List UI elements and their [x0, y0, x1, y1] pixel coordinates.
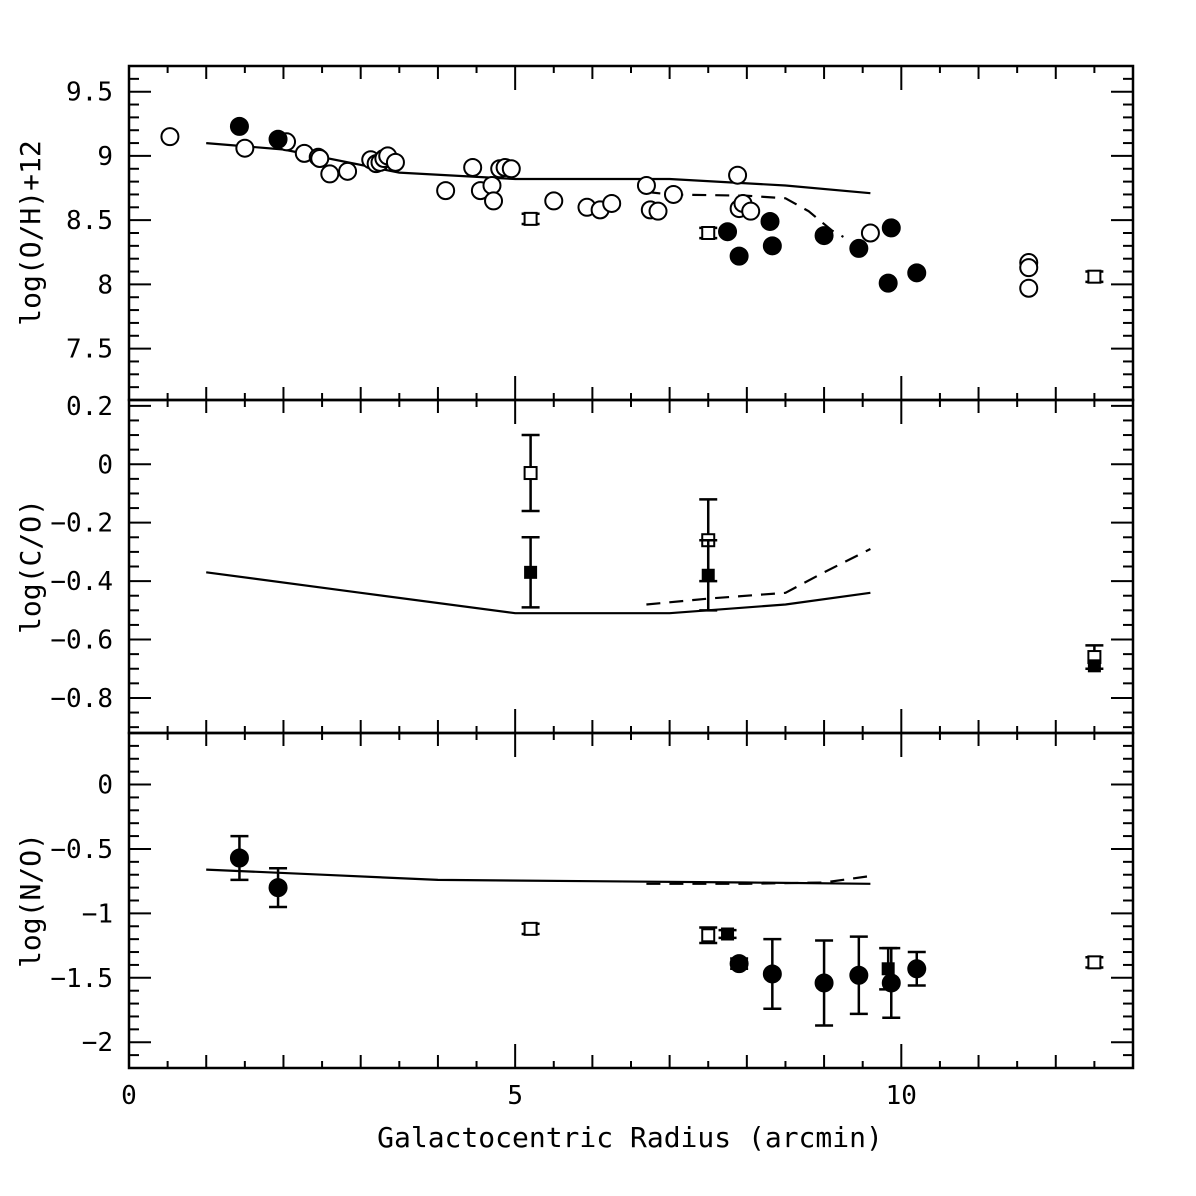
y-tick-label: 8.5 [66, 206, 113, 236]
data-point-filled-square [701, 568, 715, 582]
data-point-open-square [523, 211, 538, 226]
data-point-filled-circle [268, 129, 288, 149]
data-point-filled-circle [229, 848, 249, 868]
data-point-open-square [523, 921, 538, 936]
data-point-open-square [701, 226, 716, 240]
panel-frame [127, 64, 1135, 402]
data-point-filled-circle [907, 959, 927, 979]
data-point-open-circle [385, 152, 405, 172]
data-point-open-circle [728, 165, 748, 185]
data-point-filled-circle [881, 218, 901, 238]
model-curve-solid [206, 868, 871, 885]
y-tick-label: −0.2 [50, 509, 113, 539]
x-tick-label: 5 [507, 1081, 523, 1111]
y-axis-title: log(C/O) [14, 499, 47, 634]
model-curve-solid [206, 571, 871, 615]
data-point-filled-circle [760, 211, 780, 231]
data-point-filled-square [524, 565, 538, 579]
data-point-open-square [701, 928, 716, 943]
y-tick-label: −0.8 [50, 684, 113, 714]
data-point-open-circle [482, 175, 502, 195]
x-tick-label: 10 [886, 1081, 917, 1111]
y-tick-label: −0.4 [50, 567, 113, 597]
data-point-open-circle [235, 138, 255, 158]
y-tick-label: −1 [82, 899, 113, 929]
y-tick-label: 9.5 [66, 78, 113, 108]
x-axis: 0 5 10 [121, 1081, 917, 1111]
data-point-filled-circle [814, 973, 834, 993]
data-point-filled-square [881, 962, 895, 976]
data-point-filled-square [721, 927, 735, 941]
data-point-open-circle [338, 161, 358, 181]
data-point-open-circle [484, 191, 504, 211]
model-curve-dashed [646, 548, 871, 606]
panel-frame [127, 398, 1135, 735]
panels-layer: 7.5 8 8.5 9 9.5 log(O/H)+12 −0.8 −0.6 −0.4 −0.2 0 0… [14, 64, 1135, 1070]
data-point-open-circle [544, 191, 564, 211]
panel-co: −0.8 −0.6 −0.4 −0.2 0 0.2 log(C/O) [14, 392, 1135, 735]
data-point-filled-circle [729, 954, 749, 974]
data-point-filled-circle [762, 964, 782, 984]
data-point-open-circle [1019, 258, 1039, 278]
data-point-filled-circle [849, 238, 869, 258]
data-point-filled-circle [878, 273, 898, 293]
y-tick-label: 7.5 [66, 335, 113, 365]
data-point-open-circle [741, 201, 761, 221]
data-point-open-circle [602, 193, 622, 213]
data-point-open-circle [436, 181, 456, 201]
data-point-open-circle [463, 157, 483, 177]
y-tick-label: 9 [97, 142, 113, 172]
data-point-filled-circle [229, 116, 249, 136]
data-point-open-circle [860, 223, 880, 243]
data-point-filled-circle [849, 965, 869, 985]
data-point-open-square [523, 466, 538, 481]
data-point-open-square [1087, 955, 1102, 970]
y-tick-label: 0 [97, 450, 113, 480]
data-point-filled-circle [762, 236, 782, 256]
y-axis-title: log(O/H)+12 [14, 140, 47, 325]
y-tick-label: 0 [97, 771, 113, 801]
model-curve-dashed [646, 874, 871, 885]
data-point-filled-circle [268, 878, 288, 898]
data-point-open-circle [160, 127, 180, 147]
data-point-filled-circle [907, 263, 927, 283]
data-point-open-circle [501, 159, 521, 179]
panel-no: −2 −1.5 −1 −0.5 0 log(N/O) [14, 731, 1135, 1070]
data-point-open-square [1087, 269, 1102, 284]
data-point-filled-circle [729, 246, 749, 266]
y-tick-label: −0.6 [50, 626, 113, 656]
x-tick-label: 0 [121, 1081, 137, 1111]
data-point-filled-square [1087, 659, 1101, 673]
data-point-open-circle [320, 164, 340, 184]
y-tick-label: −0.5 [50, 835, 113, 865]
data-point-open-circle [663, 184, 683, 204]
data-point-open-circle [648, 201, 668, 221]
y-tick-label: −2 [82, 1028, 113, 1058]
data-point-open-circle [1019, 278, 1039, 298]
y-tick-label: −1.5 [50, 964, 113, 994]
y-axis-title: log(N/O) [14, 833, 47, 968]
x-axis-title: Galactocentric Radius (arcmin) [377, 1121, 883, 1154]
y-tick-label: 8 [97, 270, 113, 300]
y-tick-label: 0.2 [66, 392, 113, 422]
data-point-open-circle [310, 148, 330, 168]
panel-frame [127, 731, 1135, 1070]
data-point-filled-circle [718, 222, 738, 242]
data-point-open-circle [636, 175, 656, 195]
panel-oh: 7.5 8 8.5 9 9.5 log(O/H)+12 [14, 64, 1135, 402]
data-point-filled-circle [814, 226, 834, 246]
